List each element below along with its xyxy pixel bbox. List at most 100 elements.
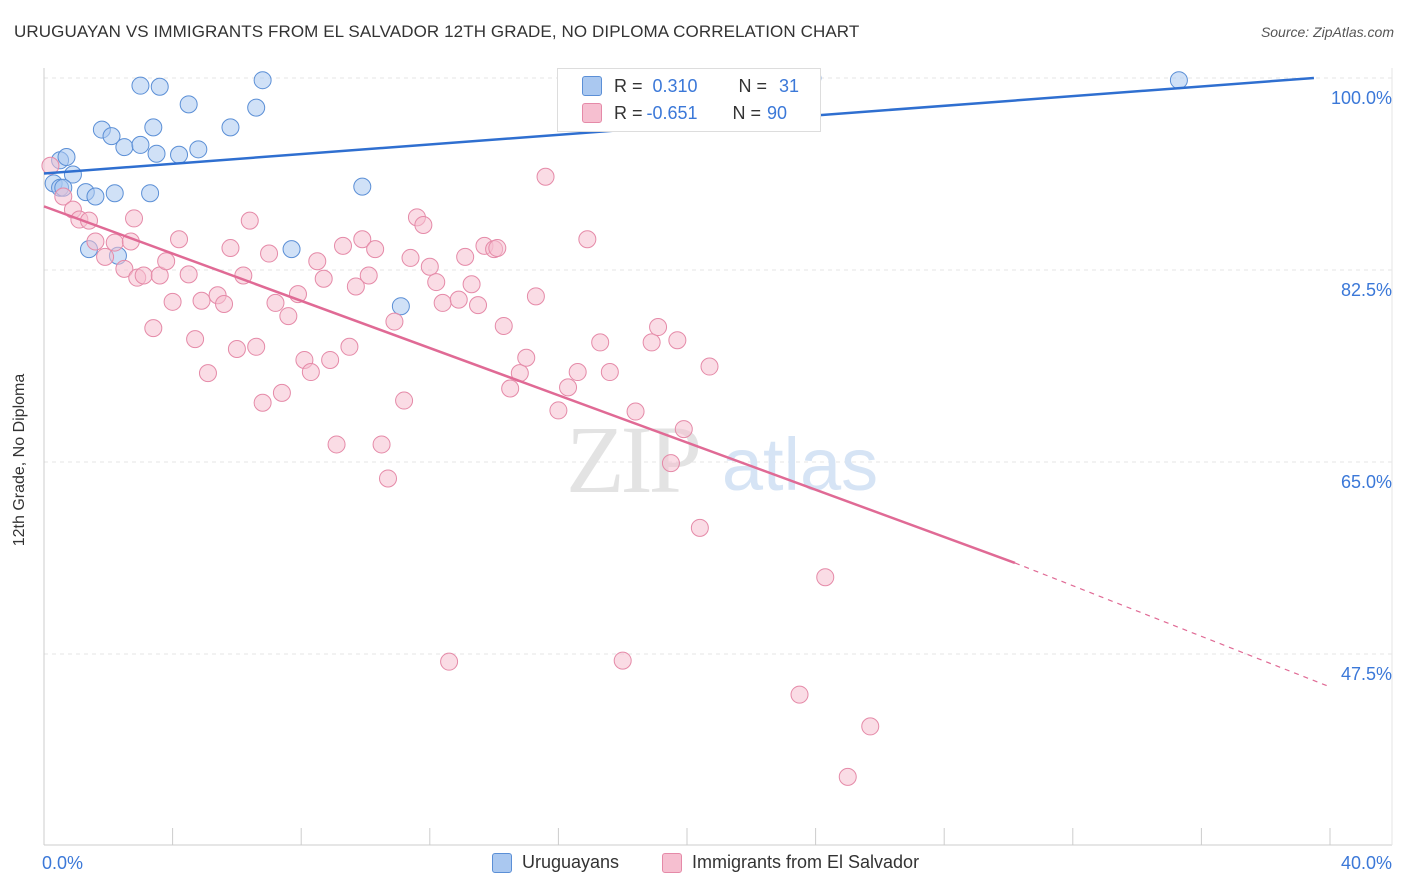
point-uruguayan (1169, 71, 1188, 90)
point-el-salvador (449, 290, 468, 309)
point-el-salvador (215, 295, 234, 314)
point-el-salvador (253, 393, 272, 412)
point-el-salvador (661, 454, 680, 473)
point-el-salvador (427, 273, 446, 292)
point-el-salvador (440, 652, 459, 671)
legend-r-label: R = (614, 75, 643, 96)
point-uruguayan (147, 144, 166, 163)
point-uruguayan (102, 127, 121, 146)
point-el-salvador (186, 330, 205, 349)
point-el-salvador (308, 252, 327, 271)
point-el-salvador (401, 248, 420, 267)
legend-r-label: R = (614, 102, 643, 123)
x-tick-label-min: 0.0% (42, 853, 84, 873)
bottom-legend-label-uruguayans: Uruguayans (522, 852, 620, 872)
point-el-salvador (105, 233, 124, 252)
point-el-salvador (340, 337, 359, 356)
point-uruguayan (131, 76, 150, 95)
point-el-salvador (517, 348, 536, 367)
point-el-salvador (591, 333, 610, 352)
point-el-salvador (372, 435, 391, 454)
point-el-salvador (488, 239, 507, 258)
point-el-salvador (526, 287, 545, 306)
point-uruguayan (221, 118, 240, 137)
chart-title: URUGUAYAN VS IMMIGRANTS FROM EL SALVADOR… (14, 22, 860, 41)
legend-swatch-pink (582, 103, 602, 123)
point-el-salvador (578, 230, 597, 249)
point-uruguayan (86, 187, 105, 206)
legend-n-value-el-salvador: 90 (767, 102, 788, 123)
bottom-legend-swatch-blue (492, 852, 512, 873)
point-el-salvador (227, 339, 246, 358)
point-uruguayan (247, 98, 266, 117)
point-el-salvador (96, 247, 115, 266)
trend-layer (43, 76, 1331, 688)
legend-n-value-uruguayans: 31 (779, 75, 800, 96)
y-tick-labels: 47.5% 65.0% 82.5% 100.0% (1331, 88, 1392, 684)
point-el-salvador (333, 236, 352, 255)
point-el-salvador (41, 156, 60, 175)
bottom-legend-swatch-pink (662, 852, 682, 873)
bottom-legend-uruguayans: Uruguayans (492, 852, 619, 873)
point-uruguayan (391, 297, 410, 316)
point-el-salvador (86, 232, 105, 251)
point-el-salvador (816, 568, 835, 587)
trendline-el-salvador-extension (1014, 562, 1331, 688)
point-el-salvador (379, 469, 398, 488)
point-el-salvador (247, 337, 266, 356)
point-el-salvador (690, 518, 709, 537)
point-el-salvador (790, 685, 809, 704)
watermark: ZIP atlas (566, 406, 878, 513)
point-el-salvador (395, 391, 414, 410)
point-el-salvador (649, 318, 668, 337)
point-el-salvador (321, 350, 340, 369)
point-uruguayan (115, 138, 134, 157)
point-uruguayan (253, 71, 272, 90)
legend-r-value-uruguayans: 0.310 (652, 75, 698, 96)
x-tick-label-max: 40.0% (1340, 853, 1392, 873)
point-uruguayan (189, 140, 208, 159)
point-uruguayan (170, 145, 189, 164)
legend-n-label: N = (738, 75, 768, 96)
point-el-salvador (433, 293, 452, 312)
point-uruguayan (57, 147, 76, 166)
point-el-salvador (462, 275, 481, 294)
point-el-salvador (260, 244, 279, 263)
point-el-salvador (501, 379, 520, 398)
point-el-salvador (366, 240, 385, 259)
point-el-salvador (353, 230, 372, 249)
legend-r-value-el-salvador: -0.651 (646, 102, 698, 123)
point-el-salvador (272, 383, 291, 402)
y-tick-label: 100.0% (1331, 88, 1392, 108)
point-el-salvador (192, 291, 211, 310)
point-el-salvador (179, 265, 198, 284)
legend-row-uruguayans: R = 0.310 N = 31 (582, 74, 799, 98)
correlation-legend: R = 0.310 N = 31 R = -0.651 N = 90 (557, 68, 821, 132)
point-el-salvador (549, 401, 568, 420)
point-el-salvador (674, 420, 693, 439)
point-uruguayan (150, 77, 169, 96)
point-el-salvador (536, 167, 555, 186)
point-el-salvador (115, 259, 134, 278)
point-uruguayan (353, 177, 372, 196)
point-uruguayan (141, 184, 160, 203)
point-el-salvador (279, 307, 298, 326)
point-el-salvador (414, 216, 433, 235)
source-label: Source: ZipAtlas.com (1260, 24, 1394, 40)
y-tick-label: 47.5% (1341, 664, 1392, 684)
point-el-salvador (838, 767, 857, 786)
point-el-salvador (861, 717, 880, 736)
point-el-salvador (198, 364, 217, 383)
legend-row-el-salvador: R = -0.651 N = 90 (582, 101, 787, 125)
y-tick-label: 65.0% (1341, 472, 1392, 492)
point-uruguayan (282, 240, 301, 259)
point-el-salvador (668, 331, 687, 350)
point-el-salvador (266, 293, 285, 312)
point-el-salvador (134, 266, 153, 285)
point-uruguayan (131, 135, 150, 154)
point-el-salvador (613, 651, 632, 670)
point-uruguayan (144, 118, 163, 137)
y-tick-label: 82.5% (1341, 280, 1392, 300)
point-el-salvador (314, 269, 333, 288)
